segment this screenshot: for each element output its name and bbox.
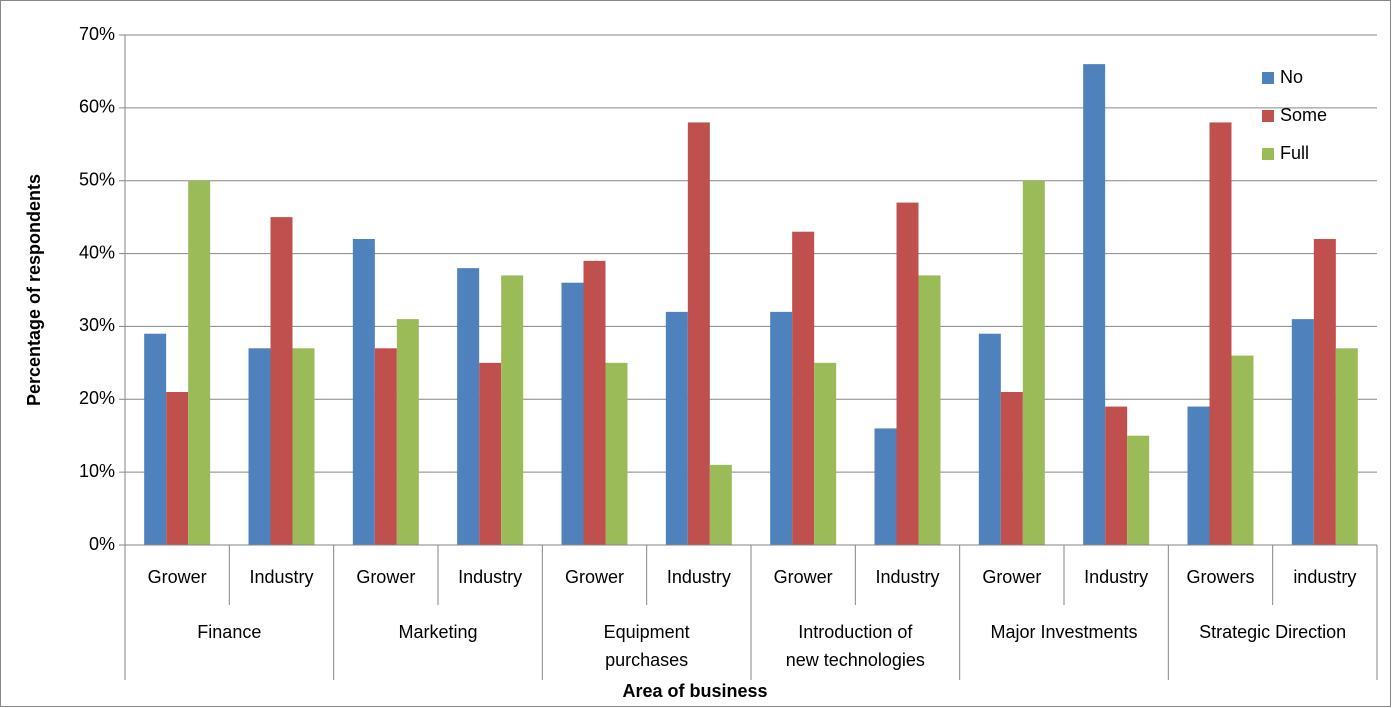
bar — [292, 348, 315, 545]
bar — [1291, 319, 1314, 545]
bar — [687, 122, 710, 545]
x-tick-label: Grower — [774, 567, 833, 587]
x-tick-label: Industry — [458, 567, 522, 587]
bar — [978, 333, 1001, 545]
bar — [248, 348, 271, 545]
y-tick-label: 60% — [79, 97, 115, 117]
bar — [1231, 355, 1254, 545]
bar — [270, 217, 293, 545]
bar — [1335, 348, 1358, 545]
y-tick-label: 0% — [89, 534, 115, 554]
legend-swatch — [1262, 72, 1274, 84]
x-axis-title: Area of business — [622, 681, 767, 701]
legend-label: No — [1280, 67, 1303, 87]
bar — [188, 180, 211, 545]
x-tick-label: Industry — [667, 567, 731, 587]
bar — [352, 239, 375, 545]
y-axis-title: Percentage of respondents — [24, 174, 44, 406]
x-tick-label: Grower — [148, 567, 207, 587]
bar — [1000, 392, 1023, 545]
bar — [709, 464, 732, 545]
bar — [1313, 239, 1336, 545]
legend-label: Full — [1280, 143, 1309, 163]
bar — [770, 311, 793, 545]
y-tick-label: 30% — [79, 315, 115, 335]
bar — [874, 428, 897, 545]
x-tick-label: Industry — [1084, 567, 1148, 587]
bar — [144, 333, 167, 545]
bar — [396, 319, 419, 545]
x-tick-label: industry — [1293, 567, 1356, 587]
y-tick-label: 20% — [79, 388, 115, 408]
x-tick-label: Industry — [249, 567, 313, 587]
bar — [374, 348, 397, 545]
x-tick-label: Industry — [875, 567, 939, 587]
bar — [1187, 406, 1210, 545]
bar — [1127, 435, 1150, 545]
bar — [605, 362, 628, 545]
x-tick-label: Grower — [356, 567, 415, 587]
bar — [479, 362, 502, 545]
bar — [1105, 406, 1128, 545]
bar — [561, 282, 584, 545]
legend-swatch — [1262, 148, 1274, 160]
y-tick-label: 10% — [79, 461, 115, 481]
x-tick-label: Grower — [565, 567, 624, 587]
x-tick-label: Grower — [982, 567, 1041, 587]
bar — [1022, 180, 1045, 545]
bar — [814, 362, 837, 545]
bar — [896, 202, 919, 546]
group-label: Introduction of new technologies — [785, 622, 925, 670]
y-tick-label: 50% — [79, 169, 115, 189]
bar — [457, 268, 480, 545]
y-tick-label: 40% — [79, 242, 115, 262]
bar — [501, 275, 524, 545]
group-label: Major Investments — [990, 622, 1138, 642]
legend-swatch — [1262, 110, 1274, 122]
bar — [665, 311, 688, 545]
bar — [583, 260, 606, 545]
y-tick-label: 70% — [79, 24, 115, 44]
group-label: Equipment purchases — [603, 622, 690, 670]
group-label: Strategic Direction — [1199, 622, 1347, 642]
x-tick-label: Growers — [1186, 567, 1254, 587]
bar — [1083, 64, 1106, 546]
group-label: Marketing — [398, 622, 478, 642]
bar — [918, 275, 941, 545]
bar — [1209, 122, 1232, 545]
legend-label: Some — [1280, 105, 1327, 125]
bar — [166, 392, 189, 545]
group-label: Finance — [197, 622, 262, 642]
bar — [792, 231, 815, 545]
